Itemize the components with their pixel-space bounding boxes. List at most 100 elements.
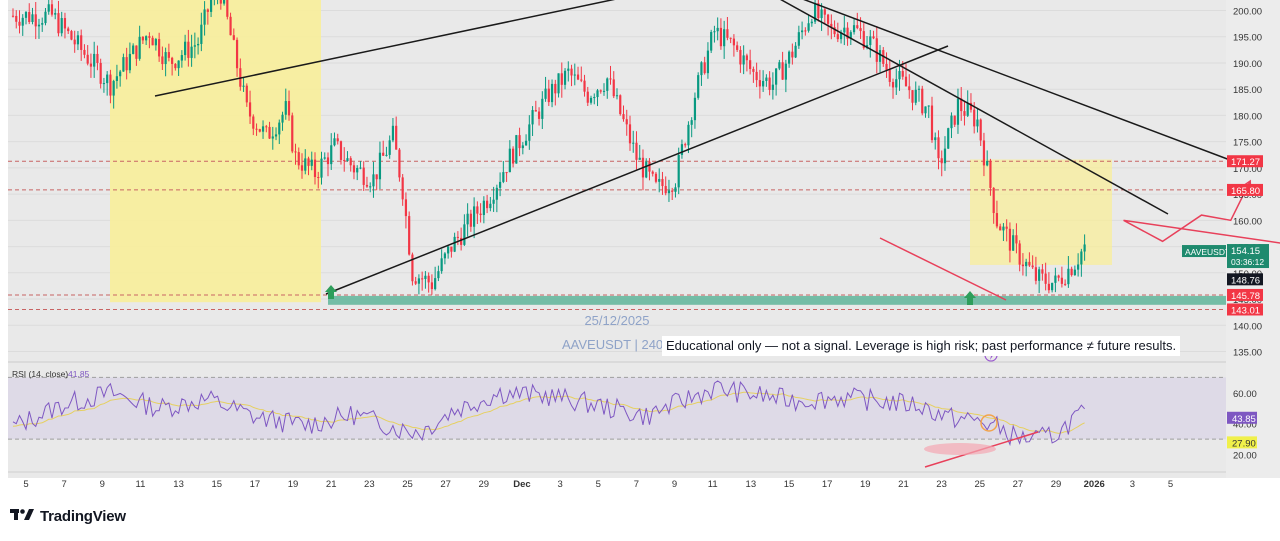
x-tick-label: 17 xyxy=(250,479,261,490)
x-tick-label: 9 xyxy=(100,479,105,490)
candle-body xyxy=(775,68,778,85)
candle-body xyxy=(872,36,875,39)
candle-body xyxy=(388,140,391,155)
candle-body xyxy=(245,85,248,103)
candle-body xyxy=(60,18,63,34)
candle-body xyxy=(810,21,813,24)
candle-body xyxy=(940,158,943,164)
candle-body xyxy=(768,77,771,90)
candle-body xyxy=(365,184,369,187)
candle-body xyxy=(28,12,31,22)
candle-body xyxy=(989,160,992,188)
current-price-tag xyxy=(1227,244,1269,269)
x-tick-label: 2026 xyxy=(1084,479,1105,490)
candle-body xyxy=(362,167,365,185)
candle-body xyxy=(369,186,372,188)
candle-body xyxy=(486,200,489,209)
candle-body xyxy=(986,160,989,166)
candle-body xyxy=(200,24,203,44)
candle-body xyxy=(1080,251,1083,265)
candle-body xyxy=(524,140,528,146)
candle-body xyxy=(323,157,326,159)
candle-body xyxy=(515,135,518,164)
candle-body xyxy=(976,119,979,127)
candle-body xyxy=(404,199,408,217)
candle-body xyxy=(1047,283,1050,291)
price-tag xyxy=(1227,183,1263,196)
candle-body xyxy=(258,129,261,132)
candle-body xyxy=(956,98,960,125)
candle-body xyxy=(742,55,745,65)
candle-body xyxy=(473,206,476,227)
candle-body xyxy=(732,38,736,46)
candle-body xyxy=(1034,267,1038,281)
candle-body xyxy=(138,36,141,59)
candle-body xyxy=(330,145,333,165)
candle-body xyxy=(1038,269,1041,281)
candle-body xyxy=(291,115,294,152)
candle-body xyxy=(888,69,891,82)
x-tick-label: 3 xyxy=(1130,479,1135,490)
candle-body xyxy=(89,63,93,67)
candle-body xyxy=(421,278,424,280)
candle-body xyxy=(541,98,544,119)
candle-body xyxy=(654,173,658,182)
candle-body xyxy=(177,60,180,69)
price-tick-label: 170.00 xyxy=(1233,164,1262,175)
candle-body xyxy=(63,18,67,29)
candle-body xyxy=(21,17,24,26)
candle-body xyxy=(781,62,784,80)
x-tick-label: 17 xyxy=(822,479,833,490)
candle-body xyxy=(664,186,667,194)
candle-body xyxy=(924,106,927,114)
x-tick-label: 13 xyxy=(746,479,757,490)
candle-body xyxy=(255,128,258,130)
trendline-lower xyxy=(325,45,949,295)
candle-body xyxy=(1025,261,1028,267)
candle-body xyxy=(937,137,940,159)
candle-body xyxy=(619,95,622,115)
candle-body xyxy=(430,282,434,290)
candle-body xyxy=(700,62,703,76)
candle-body xyxy=(453,236,456,252)
candle-body xyxy=(693,97,697,121)
candle-body xyxy=(1041,269,1044,274)
candle-body xyxy=(47,4,50,12)
candle-body xyxy=(856,25,859,29)
candle-body xyxy=(914,89,917,103)
candle-body xyxy=(222,0,226,4)
candle-body xyxy=(667,190,671,194)
candle-body xyxy=(570,68,573,76)
candle-body xyxy=(1028,261,1031,266)
x-tick-label: 11 xyxy=(136,479,146,490)
candle-body xyxy=(839,32,843,40)
rsi-tag xyxy=(1227,411,1257,424)
candle-body xyxy=(813,3,817,22)
candle-body xyxy=(440,258,443,272)
candle-body xyxy=(310,159,313,166)
candle-body xyxy=(356,167,359,173)
trendline-down-2 xyxy=(803,0,1231,161)
candle-body xyxy=(982,140,986,166)
candle-body xyxy=(612,79,615,97)
candle-body xyxy=(1005,226,1008,229)
candle-body xyxy=(229,16,232,36)
candle-body xyxy=(102,83,106,85)
candle-body xyxy=(333,138,336,146)
candle-body xyxy=(784,63,787,80)
disclaimer-note: Educational only — not a signal. Leverag… xyxy=(662,336,1181,356)
candle-body xyxy=(1015,235,1018,244)
candle-body xyxy=(339,141,343,160)
candle-body xyxy=(895,79,898,88)
red-trendline xyxy=(879,237,1007,301)
candle-body xyxy=(382,152,385,156)
candle-body xyxy=(969,102,973,110)
rsi-oversold-highlight xyxy=(924,443,996,455)
candle-body xyxy=(112,80,115,96)
candle-body xyxy=(1060,277,1063,284)
candle-body xyxy=(320,158,323,178)
tradingview-brand[interactable]: TradingView xyxy=(10,506,126,526)
candle-body xyxy=(684,144,687,146)
candle-body xyxy=(411,254,414,282)
candle-body xyxy=(469,213,472,227)
